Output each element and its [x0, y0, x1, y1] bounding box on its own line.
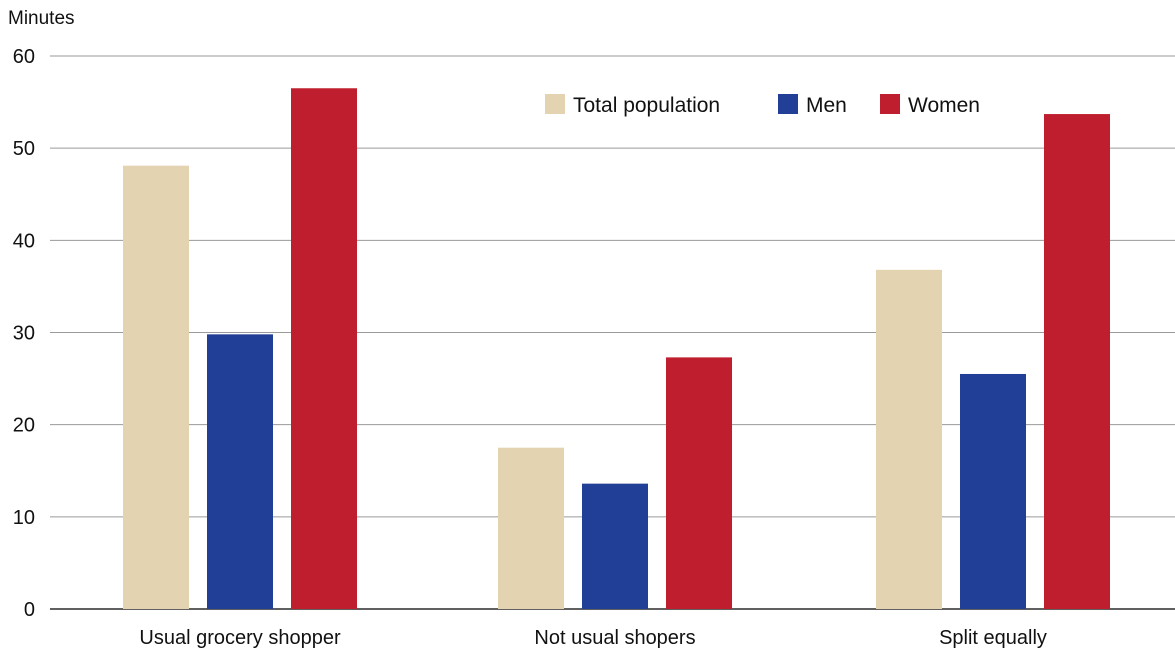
legend-swatch — [545, 94, 565, 114]
legend-label: Women — [908, 94, 980, 117]
legend-swatch — [880, 94, 900, 114]
y-axis-title: Minutes — [8, 8, 75, 29]
category-label: Split equally — [939, 627, 1047, 649]
y-tick-label: 60 — [13, 46, 35, 68]
bars — [123, 88, 1110, 610]
category-label: Usual grocery shopper — [139, 627, 341, 649]
bar-women-1 — [666, 357, 732, 609]
bar-men-0 — [207, 334, 273, 609]
bar-women-2 — [1044, 114, 1110, 609]
legend: Total population Men Women — [545, 94, 980, 117]
category-labels: Usual grocery shopper Not usual shopers Sp… — [139, 627, 1047, 649]
bar-men-1 — [582, 483, 648, 609]
legend-swatch — [778, 94, 798, 114]
category-label: Not usual shopers — [534, 627, 695, 649]
legend-label: Men — [806, 94, 847, 117]
y-tick-label: 20 — [13, 415, 35, 437]
bar-total-population-0 — [123, 165, 189, 609]
y-tick-labels: 0 10 20 30 40 50 60 — [13, 46, 35, 621]
y-tick-label: 40 — [13, 230, 35, 252]
bar-men-2 — [960, 373, 1026, 609]
bar-women-0 — [291, 88, 357, 610]
legend-label: Total population — [573, 94, 720, 117]
bar-total-population-1 — [498, 447, 564, 609]
bar-total-population-2 — [876, 269, 942, 609]
y-tick-label: 50 — [13, 138, 35, 160]
y-tick-label: 0 — [24, 599, 35, 621]
y-tick-label: 10 — [13, 507, 35, 529]
y-tick-label: 30 — [13, 323, 35, 345]
